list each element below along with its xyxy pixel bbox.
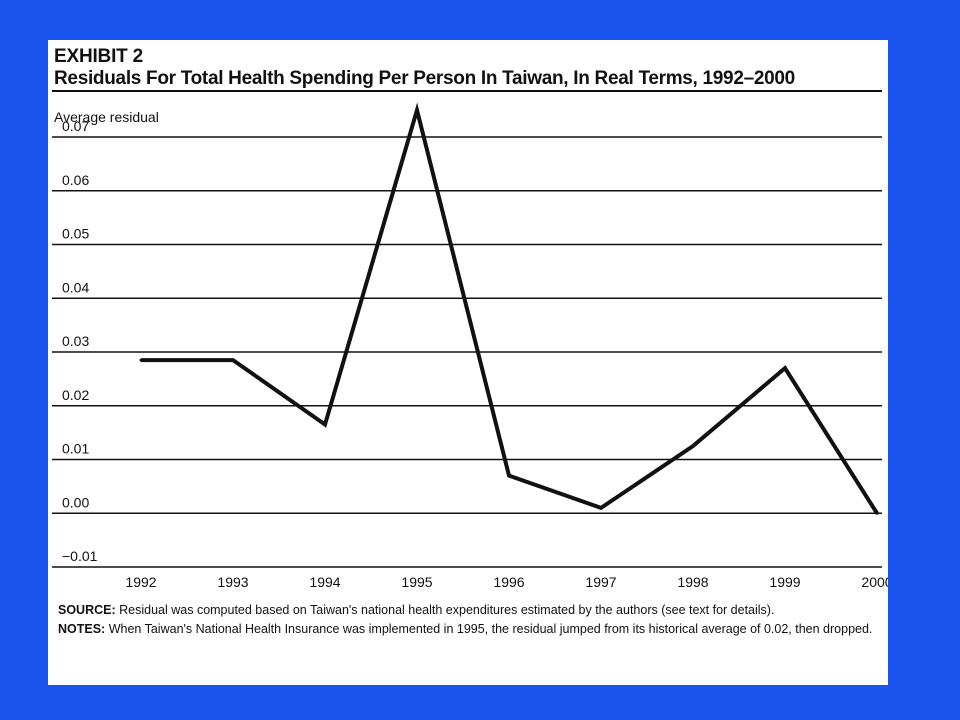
series-layer [139, 102, 879, 515]
line-chart: Average residual 0.070.060.050.040.030.0… [52, 90, 888, 590]
x-tick-label-1996: 1996 [493, 574, 524, 590]
source-text: Residual was computed based on Taiwan's … [115, 603, 775, 617]
x-tick-label-1997: 1997 [585, 574, 616, 590]
gridlines [52, 136, 882, 568]
data-point-1997 [599, 506, 603, 510]
x-tick-labels: 1992 1993 1994 1995 1996 1997 1998 1999 2000 [125, 574, 888, 590]
data-point-1994 [323, 423, 327, 427]
footnotes: SOURCE: Residual was computed based on T… [58, 601, 880, 639]
chart-title: Residuals For Total Health Spending Per … [54, 68, 795, 89]
data-point-1996 [507, 474, 511, 478]
x-tick-label-2000: 2000 [861, 574, 888, 590]
y-tick-label-0-06: 0.06 [62, 172, 89, 188]
data-point-2000 [875, 511, 879, 515]
source-label: SOURCE: [58, 603, 116, 617]
x-tick-label-1998: 1998 [677, 574, 708, 590]
y-axis-label: Average residual [54, 109, 159, 125]
y-tick-labels: 0.07 0.06 0.05 0.04 0.03 0.02 0.01 0.00 −0.01 [62, 118, 98, 564]
y-tick-label-0-03: 0.03 [62, 333, 89, 349]
x-tick-label-1999: 1999 [769, 574, 800, 590]
exhibit-panel: EXHIBIT 2 Residuals For Total Health Spe… [48, 40, 888, 685]
data-point-1992 [139, 358, 143, 362]
x-tick-label-1992: 1992 [125, 574, 156, 590]
y-tick-label-0-04: 0.04 [62, 279, 89, 295]
source-note: SOURCE: Residual was computed based on T… [58, 601, 880, 620]
notes-text: When Taiwan's National Health Insurance … [105, 622, 873, 636]
y-tick-label-0-07: 0.07 [62, 118, 89, 134]
y-tick-label-0-05: 0.05 [62, 226, 89, 242]
exhibit-label: EXHIBIT 2 [54, 46, 143, 67]
data-point-1995 [415, 108, 419, 112]
y-tick-label-0-02: 0.02 [62, 387, 89, 403]
series-line-0 [141, 102, 879, 515]
x-tick-label-1995: 1995 [401, 574, 432, 590]
y-tick-label-0-00: 0.00 [62, 494, 89, 510]
notes-label: NOTES: [58, 622, 106, 636]
x-tick-label-1994: 1994 [309, 574, 340, 590]
y-tick-label-0-01: 0.01 [62, 441, 89, 457]
data-point-1998 [691, 444, 695, 448]
data-point-1993 [231, 358, 235, 362]
data-point-1999 [783, 366, 787, 370]
notes-note: NOTES: When Taiwan's National Health Ins… [58, 620, 880, 639]
x-tick-label-1993: 1993 [217, 574, 248, 590]
y-tick-label-neg-0-01: −0.01 [62, 548, 98, 564]
